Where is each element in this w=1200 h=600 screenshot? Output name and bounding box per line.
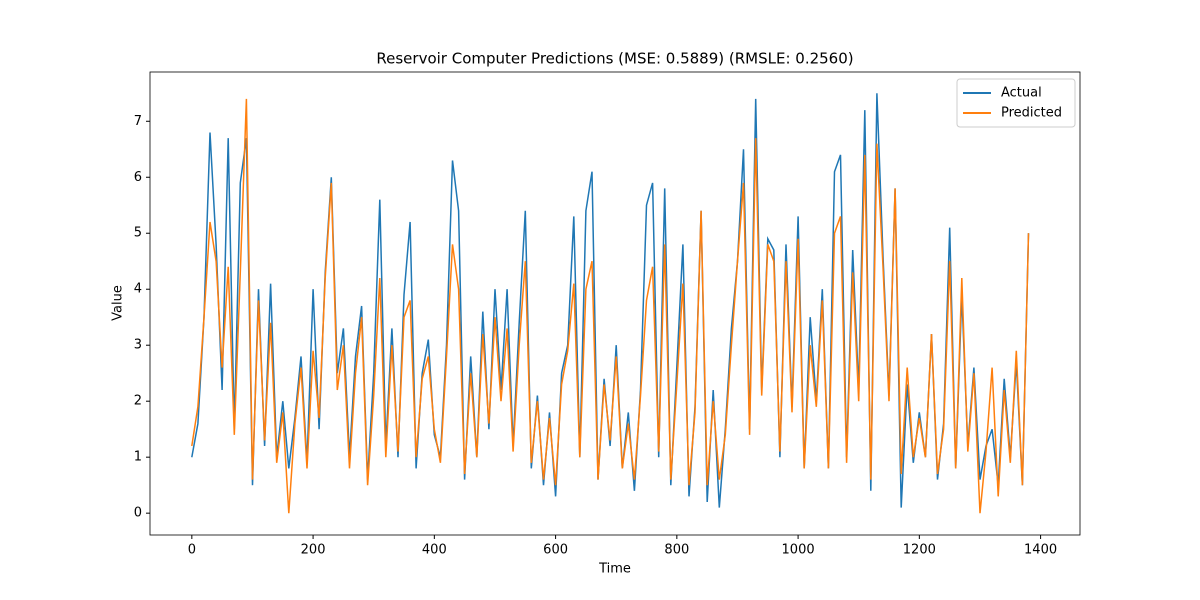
x-tick-label: 1400	[1024, 543, 1057, 558]
chart-title: Reservoir Computer Predictions (MSE: 0.5…	[376, 50, 853, 68]
y-tick-label: 6	[134, 170, 142, 185]
x-tick-label: 1000	[782, 543, 815, 558]
y-tick-label: 2	[134, 394, 142, 409]
data-line	[191, 98, 1030, 514]
x-axis-label: Time	[598, 562, 631, 577]
legend-box	[956, 78, 1076, 128]
y-tick-label: 3	[134, 338, 142, 353]
x-tick-label: 200	[301, 543, 326, 558]
x-tick-label: 800	[664, 543, 689, 558]
x-tick-label: 1200	[903, 543, 936, 558]
y-tick-label: 5	[134, 226, 142, 241]
x-tick-label: 0	[188, 543, 196, 558]
y-tick-label: 7	[134, 114, 142, 129]
legend-label: Actual	[1001, 86, 1042, 101]
y-axis-label: Value	[111, 285, 126, 321]
x-tick-label: 600	[543, 543, 568, 558]
y-tick-label: 1	[134, 450, 142, 465]
y-tick-label: 4	[134, 282, 142, 297]
y-tick-label: 0	[134, 506, 142, 521]
plot-frame	[149, 71, 1081, 536]
x-tick-label: 400	[422, 543, 447, 558]
legend-label: Predicted	[1001, 106, 1062, 121]
